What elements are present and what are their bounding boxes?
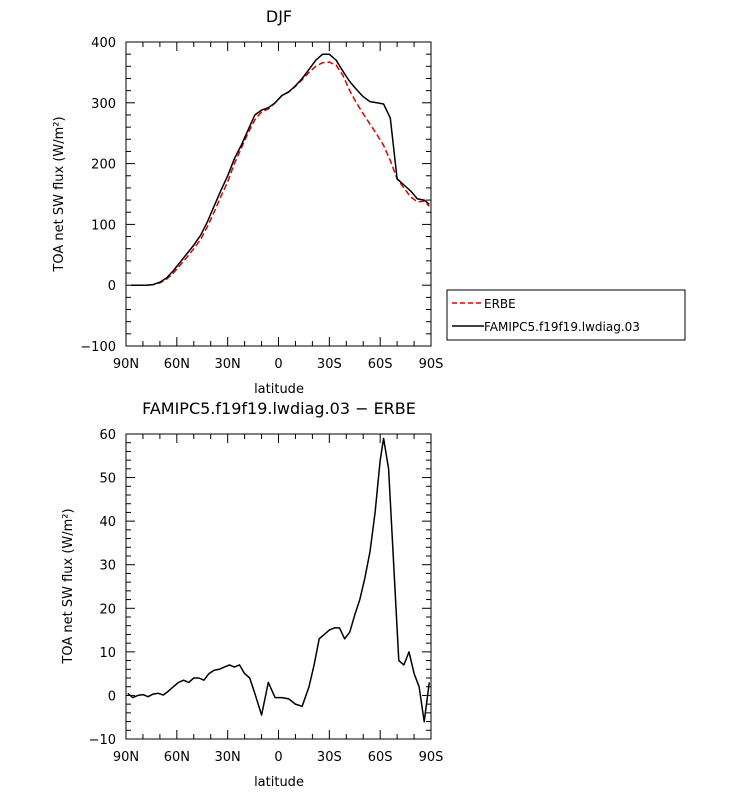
bottom-xtick-label: 30N [215,750,241,765]
top-ytick-label: −100 [80,340,116,355]
bottom-xtick-label: 90S [419,750,444,765]
bottom-ytick-label: 50 [99,472,116,487]
bottom-ytick-label: 30 [99,559,116,574]
bottom-xaxis-label: latitude [254,775,304,790]
bottom-ytick-label: 60 [99,428,116,443]
top-xtick-label: 60S [368,357,393,372]
bottom-ytick-label: 40 [99,515,116,530]
top-xtick-label: 60N [164,357,190,372]
top-series-line-erbe [131,61,430,286]
bottom-xtick-label: 60S [368,750,393,765]
bottom-axis-ticks: 90N 60N 30N 0 30S 60S 90S −10 0 10 20 30 40 50 60 [89,428,444,765]
top-xtick-label: 90N [113,357,139,372]
top-axis-ticks: 90N 60N 30N 0 30S 60S 90S −100 0 100 200 300 400 [80,36,443,372]
top-ytick-label: 0 [108,279,116,294]
top-xtick-label: 0 [274,357,282,372]
bottom-chart-title: FAMIPC5.f19f19.lwdiag.03 − ERBE [142,399,416,418]
top-ytick-label: 100 [91,218,116,233]
legend-label-model: FAMIPC5.f19f19.lwdiag.03 [484,320,640,334]
bottom-ytick-label: 20 [99,602,116,617]
top-yaxis-label: TOA net SW flux (W/m²) [52,116,67,272]
top-ytick-label: 200 [91,158,116,173]
top-chart: DJF 90N 60N 30N 0 30S 60S 90S −100 0 100 200 300 400… [52,7,686,397]
bottom-xtick-label: 0 [274,750,282,765]
bottom-series-line-difference-0 [127,437,431,723]
top-xtick-label: 90S [419,357,444,372]
top-series-lines [131,53,430,286]
bottom-series-lines [127,437,431,723]
bottom-xtick-label: 30S [317,750,342,765]
top-xtick-label: 30N [215,357,241,372]
top-ytick-label: 400 [91,36,116,51]
legend-label-erbe: ERBE [484,297,516,311]
bottom-plot-frame [125,433,432,740]
legend-box [446,289,686,341]
top-plot-frame [125,41,432,347]
top-ytick-label: 300 [91,97,116,112]
top-chart-title: DJF [266,7,292,26]
top-series-line-famipc5-f19f19-lwdiag-03 [131,53,430,286]
bottom-yaxis-label: TOA net SW flux (W/m²) [61,508,76,664]
bottom-chart: FAMIPC5.f19f19.lwdiag.03 − ERBE 90N 60N 30… [61,399,443,790]
top-xaxis-label: latitude [254,382,304,397]
legend: ERBE FAMIPC5.f19f19.lwdiag.03 [446,289,686,341]
bottom-ytick-label: −10 [89,733,116,748]
bottom-xtick-label: 60N [164,750,190,765]
top-xtick-label: 30S [317,357,342,372]
bottom-ytick-label: 10 [99,646,116,661]
bottom-xtick-label: 90N [113,750,139,765]
bottom-ytick-label: 0 [108,689,116,704]
